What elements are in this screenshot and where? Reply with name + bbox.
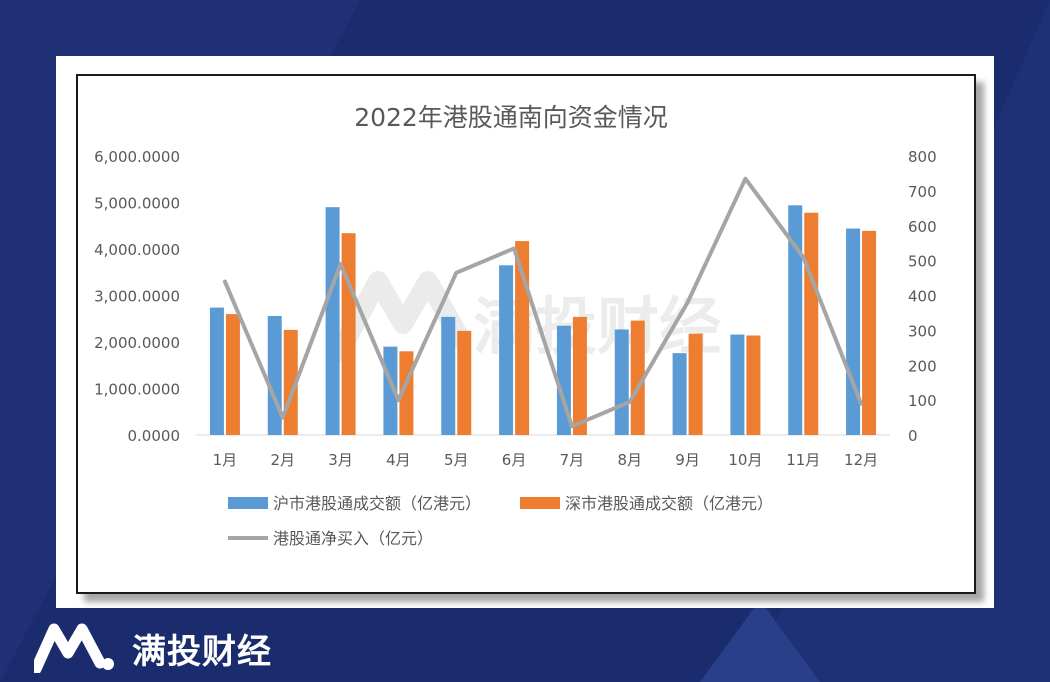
x-axis-tick-label: 2月 (270, 451, 295, 469)
right-axis-tick-label: 700 (908, 183, 937, 201)
bar-sz (630, 320, 645, 435)
left-axis-tick-label: 6,000.0000 (94, 148, 180, 166)
bar-sh (325, 207, 340, 435)
bar-sz (572, 316, 587, 435)
chart-frame: 满投财经 2022年港股通南向资金情况 0.0000 1,000.0000 2,00… (76, 74, 976, 594)
brand-logo-icon (34, 623, 114, 673)
right-axis-tick-label: 400 (908, 288, 937, 306)
bar-sh (730, 334, 745, 435)
x-axis-tick-label: 4月 (386, 451, 411, 469)
bar-sz (688, 333, 703, 435)
x-axis-tick-label: 12月 (844, 451, 878, 469)
bar-sz (341, 233, 356, 435)
bar-sh (614, 329, 629, 435)
bar-sh (209, 307, 224, 435)
bar-sh (267, 315, 282, 435)
left-axis-tick-label: 4,000.0000 (94, 241, 180, 259)
legend-label-0: 沪市港股通成交额（亿港元） (273, 494, 481, 513)
x-axis-tick-label: 8月 (617, 451, 642, 469)
right-axis-tick-label: 800 (908, 148, 937, 166)
x-axis-tick-label: 6月 (502, 451, 527, 469)
bar-sh (672, 353, 687, 435)
bar-sh (846, 228, 861, 435)
legend-label-2: 港股通净买入（亿元） (273, 529, 433, 548)
left-axis-tick-label: 3,000.0000 (94, 288, 180, 306)
watermark-logo-icon (330, 271, 470, 361)
chart-title: 2022年港股通南向资金情况 (354, 103, 668, 132)
right-axis-tick-label: 200 (908, 357, 937, 375)
right-axis-tick-label: 100 (908, 392, 937, 410)
bar-sz (804, 212, 819, 435)
x-axis-tick-label: 10月 (728, 451, 762, 469)
x-axis-tick-label: 11月 (786, 451, 820, 469)
right-axis-tick-label: 0 (908, 427, 918, 445)
bar-sz (457, 330, 472, 435)
right-axis-tick-label: 500 (908, 253, 937, 271)
right-axis-tick-label: 600 (908, 218, 937, 236)
x-axis-tick-label: 5月 (444, 451, 469, 469)
legend-swatch-0 (228, 497, 268, 509)
right-axis-tick-label: 300 (908, 322, 937, 340)
bar-sh (441, 316, 456, 435)
x-axis-tick-label: 3月 (328, 451, 353, 469)
legend-swatch-1 (520, 497, 560, 509)
net-buy-line (222, 176, 864, 429)
bar-sz (862, 230, 877, 435)
chart-card: 满投财经 2022年港股通南向资金情况 0.0000 1,000.0000 2,00… (56, 56, 994, 608)
chart-svg: 满投财经 2022年港股通南向资金情况 0.0000 1,000.0000 2,00… (94, 103, 937, 548)
bar-sh (499, 265, 514, 435)
brand-name: 满投财经 (132, 631, 272, 672)
left-axis-tick-label: 5,000.0000 (94, 195, 180, 213)
brand-footer: 满投财经 (34, 622, 272, 674)
left-axis-tick-label: 0.0000 (128, 427, 181, 445)
x-axis-tick-label: 7月 (560, 451, 585, 469)
bar-sz (746, 335, 761, 435)
left-axis-tick-label: 2,000.0000 (94, 334, 180, 352)
watermark: 满投财经 (330, 271, 721, 363)
bar-sh (788, 205, 803, 435)
x-axis-tick-label: 1月 (213, 451, 238, 469)
left-axis-tick-label: 1,000.0000 (94, 381, 180, 399)
background-shape-bottom (700, 600, 820, 682)
x-axis-tick-label: 9月 (675, 451, 700, 469)
watermark-text: 满投财经 (473, 290, 721, 363)
legend-label-1: 深市港股通成交额（亿港元） (565, 494, 773, 513)
bar-sz (225, 314, 240, 435)
